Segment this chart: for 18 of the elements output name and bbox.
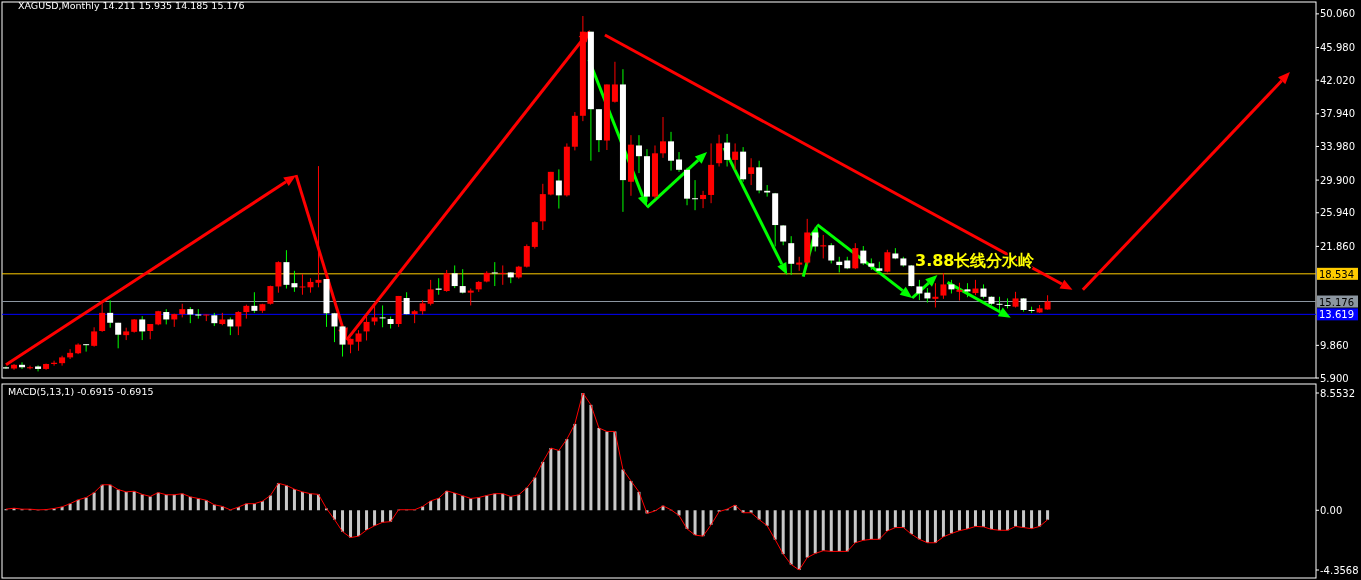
- y-tick-label: 8.5532: [1320, 387, 1355, 399]
- chart-title: XAGUSD,Monthly 14.211 15.935 14.185 15.176: [18, 0, 245, 11]
- y-tick-label: 9.860: [1320, 339, 1349, 351]
- y-tick-label: 5.900: [1320, 372, 1349, 384]
- y-tick-label: 25.940: [1320, 207, 1355, 219]
- y-tick-label: -4.3568: [1320, 564, 1359, 576]
- y-tick-label: 50.060: [1320, 8, 1355, 20]
- y-tick-label: 33.980: [1320, 140, 1355, 152]
- ref-line-label: 13.619: [1319, 309, 1354, 321]
- y-tick-label: 0.00: [1320, 504, 1343, 516]
- y-tick-label: 21.860: [1320, 240, 1355, 252]
- y-tick-label: 42.020: [1320, 74, 1355, 86]
- y-tick-label: 37.940: [1320, 108, 1355, 120]
- y-tick-label: 29.900: [1320, 174, 1355, 186]
- ref-line-label: 15.176: [1319, 296, 1354, 308]
- y-tick-label: 45.980: [1320, 42, 1355, 54]
- ref-line-label: 18.534: [1319, 268, 1354, 280]
- chart-title: MACD(5,13,1) -0.6915 -0.6915: [8, 386, 154, 397]
